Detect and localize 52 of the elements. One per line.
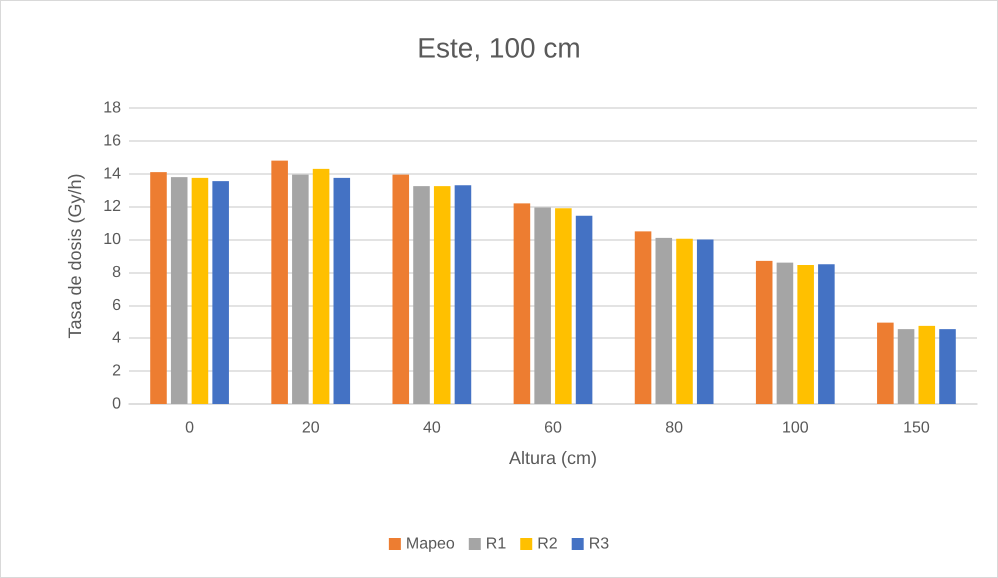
bar bbox=[514, 203, 530, 404]
bar bbox=[192, 178, 208, 404]
bar bbox=[150, 172, 167, 404]
y-axis-title: Tasa de dosis (Gy/h) bbox=[65, 173, 85, 339]
y-tick-label: 0 bbox=[112, 396, 122, 412]
bar bbox=[655, 238, 672, 404]
bar bbox=[898, 329, 914, 404]
bar bbox=[292, 174, 309, 404]
x-tick-label: 20 bbox=[302, 420, 320, 436]
bar bbox=[634, 231, 652, 404]
legend-label: R3 bbox=[588, 536, 610, 552]
legend-label: Mapeo bbox=[406, 536, 455, 552]
bar bbox=[918, 326, 936, 404]
x-tick-label: 60 bbox=[544, 420, 562, 436]
bar bbox=[434, 186, 451, 404]
y-tick-label: 6 bbox=[112, 296, 122, 314]
x-tick-label: 80 bbox=[665, 420, 684, 436]
y-tick-label: 2 bbox=[112, 362, 122, 380]
y-tick-label: 12 bbox=[103, 198, 122, 216]
bar bbox=[170, 177, 188, 404]
x-axis-title: Altura (cm) bbox=[508, 448, 598, 468]
y-tick-label: 16 bbox=[103, 132, 122, 150]
legend-label: R1 bbox=[486, 536, 506, 552]
bar bbox=[797, 265, 814, 404]
x-tick-label: 150 bbox=[903, 420, 930, 436]
bar bbox=[676, 238, 693, 404]
bar bbox=[271, 160, 288, 404]
bar bbox=[818, 264, 835, 404]
bar bbox=[413, 186, 430, 404]
bar bbox=[392, 174, 410, 404]
bar bbox=[312, 168, 330, 404]
bar bbox=[555, 208, 572, 404]
y-tick-label: 18 bbox=[103, 100, 122, 116]
bar bbox=[454, 185, 472, 404]
bar bbox=[939, 329, 956, 404]
x-tick-label: 0 bbox=[185, 420, 194, 436]
bar bbox=[212, 181, 229, 404]
bar bbox=[696, 240, 714, 404]
bar bbox=[576, 216, 592, 404]
y-tick-label: 4 bbox=[112, 330, 122, 347]
y-tick-label: 10 bbox=[103, 231, 122, 248]
bar bbox=[877, 322, 894, 404]
bar bbox=[334, 178, 350, 404]
bar bbox=[776, 262, 794, 404]
chart-title: Este, 100 cm bbox=[417, 32, 581, 64]
y-tick-label: 14 bbox=[103, 165, 122, 182]
y-tick-label: 8 bbox=[112, 264, 122, 281]
bar bbox=[534, 207, 551, 404]
bar bbox=[756, 260, 772, 404]
x-tick-label: 100 bbox=[782, 420, 809, 436]
x-tick-label: 40 bbox=[422, 420, 441, 436]
legend-label: R2 bbox=[537, 536, 558, 552]
